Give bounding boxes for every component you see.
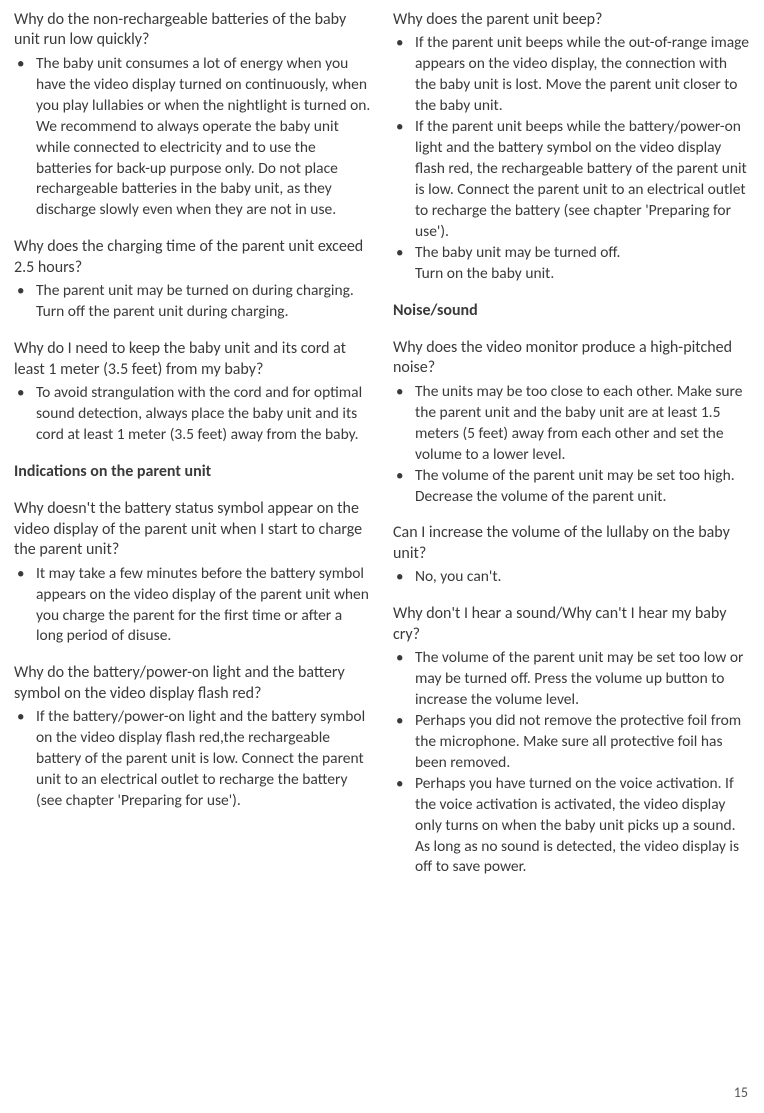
faq-answer-item: The units may be too close to each other…: [393, 382, 750, 466]
faq-question: Why do I need to keep the baby unit and …: [14, 339, 371, 380]
faq-answer-item: The baby unit consumes a lot of energy w…: [14, 54, 371, 221]
faq-answer-item: If the battery/power-on light and the ba…: [14, 707, 371, 812]
faq-question: Why does the video monitor produce a hig…: [393, 338, 750, 379]
faq-answer-item: It may take a few minutes before the bat…: [14, 564, 371, 648]
faq-answer-list: The parent unit may be turned on during …: [14, 281, 371, 323]
left-column: Why do the non-rechargeable batteries of…: [14, 10, 371, 894]
faq-question: Why do the battery/power-on light and th…: [14, 663, 371, 704]
faq-answer-item: If the parent unit beeps while the batte…: [393, 117, 750, 243]
faq-question: Why don't I hear a sound/Why can't I hea…: [393, 604, 750, 645]
faq-answer-list: If the battery/power-on light and the ba…: [14, 707, 371, 812]
faq-answer-list: To avoid strangulation with the cord and…: [14, 383, 371, 446]
section-heading: Noise/sound: [393, 301, 750, 321]
faq-answer-item: Perhaps you did not remove the protectiv…: [393, 711, 750, 774]
faq-question: Can I increase the volume of the lullaby…: [393, 523, 750, 564]
faq-answer-item: The baby unit may be turned off. Turn on…: [393, 243, 750, 285]
faq-answer-list: No, you can't.: [393, 567, 750, 588]
faq-answer-item: To avoid strangulation with the cord and…: [14, 383, 371, 446]
faq-answer-list: If the parent unit beeps while the out-o…: [393, 33, 750, 284]
content-columns: Why do the non-rechargeable batteries of…: [14, 10, 750, 894]
faq-answer-continuation: Turn on the baby unit.: [415, 264, 750, 285]
faq-question: Why do the non-rechargeable batteries of…: [14, 10, 371, 51]
faq-answer-list: The volume of the parent unit may be set…: [393, 648, 750, 878]
faq-question: Why does the parent unit beep?: [393, 10, 750, 30]
faq-answer-list: It may take a few minutes before the bat…: [14, 564, 371, 648]
faq-answer-item: The volume of the parent unit may be set…: [393, 466, 750, 508]
faq-answer-item: The volume of the parent unit may be set…: [393, 648, 750, 711]
right-column: Why does the parent unit beep? If the pa…: [393, 10, 750, 894]
faq-answer-item: The parent unit may be turned on during …: [14, 281, 371, 323]
faq-question: Why doesn't the battery status symbol ap…: [14, 499, 371, 560]
faq-answer-item: If the parent unit beeps while the out-o…: [393, 33, 750, 117]
faq-answer-list: The units may be too close to each other…: [393, 382, 750, 508]
faq-question: Why does the charging time of the parent…: [14, 237, 371, 278]
section-heading: Indications on the parent unit: [14, 462, 371, 482]
faq-answer-item: Perhaps you have turned on the voice act…: [393, 774, 750, 879]
faq-answer-item: No, you can't.: [393, 567, 750, 588]
page-number: 15: [734, 1084, 748, 1101]
faq-answer-text: The baby unit may be turned off.: [415, 243, 620, 262]
faq-answer-list: The baby unit consumes a lot of energy w…: [14, 54, 371, 221]
